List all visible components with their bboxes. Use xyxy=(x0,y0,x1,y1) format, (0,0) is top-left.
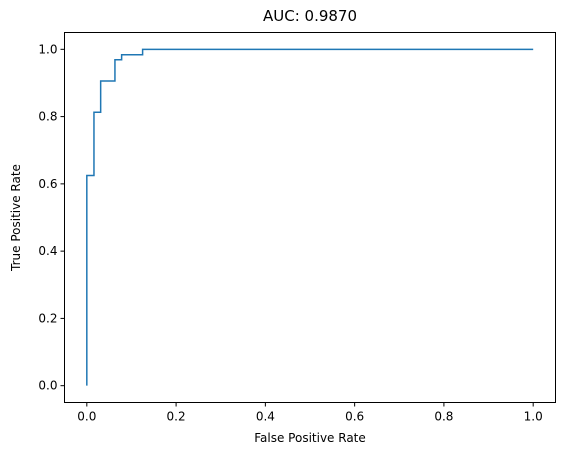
y-tick-label: 0.6 xyxy=(38,177,57,191)
x-tick-label: 0.8 xyxy=(434,410,453,424)
y-tick-label: 0.4 xyxy=(38,244,57,258)
y-tick-label: 1.0 xyxy=(38,42,57,56)
plot-area xyxy=(86,48,534,386)
x-axis-label: False Positive Rate xyxy=(254,431,366,445)
roc-curve-line xyxy=(86,48,534,386)
y-tick-label: 0.0 xyxy=(38,379,57,393)
chart-title: AUC: 0.9870 xyxy=(263,7,357,25)
plot-frame xyxy=(64,32,556,403)
x-axis: 0.0 0.2 0.4 0.6 0.8 1.0 xyxy=(77,402,543,424)
y-axis: 0.0 0.2 0.4 0.6 0.8 1.0 xyxy=(38,42,65,393)
x-tick-label: 0.0 xyxy=(77,410,96,424)
x-tick-label: 1.0 xyxy=(524,410,543,424)
x-tick-label: 0.6 xyxy=(345,410,364,424)
y-axis-label: True Positive Rate xyxy=(9,164,23,272)
x-tick-label: 0.4 xyxy=(256,410,275,424)
x-tick-label: 0.2 xyxy=(167,410,186,424)
y-tick-label: 0.8 xyxy=(38,110,57,124)
y-tick-label: 0.2 xyxy=(38,311,57,325)
